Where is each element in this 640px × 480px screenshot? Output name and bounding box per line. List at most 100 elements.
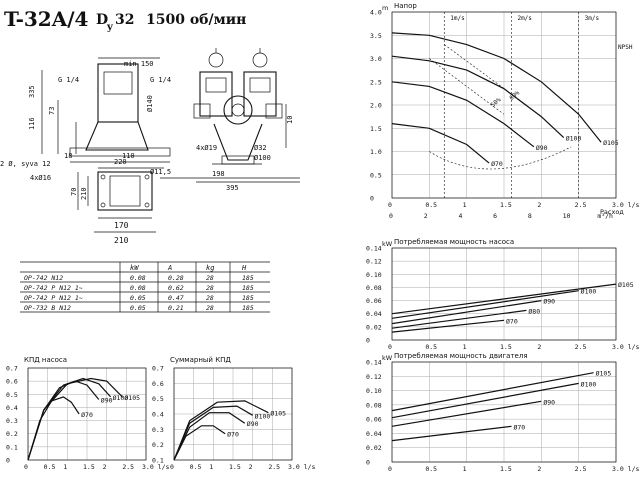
y-tick-label: 0.5 (6, 391, 18, 399)
x-tick-label: 0 (170, 463, 174, 471)
dim-170: 170 (114, 221, 129, 230)
y-tick-label: 0.06 (366, 297, 382, 305)
chart-title: Потребляемая мощность двигателя (394, 352, 528, 360)
efficiency-line-60 (444, 44, 527, 106)
dim-g14-right: G 1/4 (150, 76, 171, 84)
x-tick-label: 2 (103, 463, 107, 471)
dim-g14-left: G 1/4 (58, 76, 79, 84)
series-label: Ø80 (528, 307, 540, 315)
dim-18: 18 (64, 152, 72, 160)
series-label: Ø90 (536, 144, 548, 152)
series-label: Ø70 (506, 317, 518, 325)
series-label: Ø100 (581, 380, 597, 388)
motor-power-chart: 0 0.5 1 1.5 2 2.5 3.0 l/s 0 0.02 0.04 0.06 0.08 0.10… (366, 352, 639, 473)
dim-dia32: Ø32 (254, 144, 267, 152)
table-cell: OP-732 B N12 (24, 304, 71, 312)
dim-10: 10 (286, 116, 294, 124)
y-tick-label: 0 (6, 457, 10, 465)
rotation-speed: 1500 об/мин (146, 12, 246, 28)
series-label: Ø105 (596, 370, 612, 378)
table-cell: 0.47 (168, 294, 184, 302)
dim-4xdia19: 4xØ19 (196, 144, 217, 152)
y-tick-label: 0.02 (366, 323, 382, 331)
y-tick-label: 0.10 (366, 271, 382, 279)
secondary-x-tick: 10 (563, 212, 571, 220)
efficiency-label-50: 50% (490, 96, 503, 109)
x-tick-label: 2 (537, 343, 541, 351)
x-tick-label: 0.5 (425, 201, 437, 209)
secondary-x-tick: 0 (389, 212, 393, 220)
table-header-cell: H (241, 264, 247, 272)
x-tick-label: 1.5 (83, 463, 95, 471)
table-cell: OP-742 P N12 1~ (24, 294, 83, 302)
dim-dia100: Ø100 (254, 154, 271, 162)
table-cell: 185 (242, 294, 254, 302)
npsh-curve (429, 146, 572, 170)
y-tick-label: 0.6 (152, 380, 164, 388)
y-tick-label: 0.08 (366, 284, 382, 292)
series-label: Ø100 (581, 288, 597, 296)
series-curve (27, 396, 80, 461)
dim-210-vertical: 210 (80, 187, 88, 200)
series-label: Ø90 (247, 420, 259, 428)
table-cell: 28 (206, 284, 214, 292)
dim-dia11-5: Ø11,5 (150, 168, 171, 176)
series-curve (391, 425, 512, 442)
dim-395: 395 (226, 184, 239, 192)
x-tick-label: 0 (388, 465, 392, 473)
x-tick-label: 2 (249, 463, 253, 471)
pump-efficiency-chart: 0 0.5 1 1.5 2 2.5 3.0 l/s 0 0.1 0.2 0.3 0.4 0.5 0.6 0.… (6, 356, 169, 471)
table-cell: OP-742 P N12 1~ (24, 284, 83, 292)
x-tick-label: 0 (388, 201, 392, 209)
nominal-diameter-prefix: D (96, 12, 108, 28)
x-tick-label: 3.0 l/s (612, 343, 639, 351)
x-tick-label: 1.5 (229, 463, 241, 471)
series-curve (391, 290, 579, 319)
pump-model-title: T-32A/4 (4, 7, 89, 31)
x-tick-label: 0.5 (425, 343, 437, 351)
series-curve (391, 283, 617, 315)
pump-power-chart: 0 0.5 1 1.5 2 2.5 3.0 l/s 0 0.02 0.04 0.06 0.08 0.10… (366, 238, 639, 351)
velocity-label: 2m/s (517, 15, 532, 22)
dim-116: 116 (28, 117, 36, 130)
series-curve (391, 400, 542, 427)
table-header-cell: kg (206, 264, 214, 272)
npsh-label: NPSH (618, 44, 633, 51)
y-tick-label: 0.2 (6, 430, 18, 438)
series-curve (391, 55, 565, 139)
base-plate-plan (97, 171, 153, 211)
y-tick-label: 3.5 (370, 32, 382, 40)
table-cell: 0.05 (130, 294, 146, 302)
x-tick-label: 2 (537, 465, 541, 473)
x-tick-label: 3.0 l/s (612, 465, 639, 473)
x-tick-label: 0 (388, 343, 392, 351)
secondary-x-tick: 2 (424, 212, 428, 220)
x-tick-label: 1.5 (500, 343, 512, 351)
y-tick-label: 0.3 (6, 417, 18, 425)
pump-technical-drawing: min 150 G 1/4 G 1/4 335 116 73 18 110 22… (0, 48, 300, 245)
y-tick-label: 0.12 (366, 373, 382, 381)
efficiency-line-50 (429, 58, 505, 115)
secondary-x-tick: 6 (493, 212, 497, 220)
series-curve (391, 319, 505, 333)
y-tick-label: 3.0 (370, 55, 382, 63)
dim-4xdia16: 4xØ16 (30, 174, 51, 182)
pump-volute-front (223, 95, 253, 125)
series-label: Ø105 (270, 410, 286, 418)
table-cell: 0.62 (168, 284, 184, 292)
y-tick-label: 0.1 (152, 457, 164, 465)
x-tick-label: 2 (537, 201, 541, 209)
y-tick-label: 0 (366, 459, 370, 467)
series-curve (173, 405, 254, 461)
series-label: Ø105 (603, 139, 619, 147)
series-label: Ø105 (124, 394, 140, 402)
series-label: Ø70 (81, 411, 93, 419)
table-cell: 0.08 (130, 274, 146, 282)
series-label: Ø70 (513, 423, 525, 431)
table-cell: 185 (242, 274, 254, 282)
series-curve (27, 377, 123, 461)
series-label: Ø90 (543, 398, 555, 406)
y-tick-label: 0.14 (366, 245, 382, 253)
